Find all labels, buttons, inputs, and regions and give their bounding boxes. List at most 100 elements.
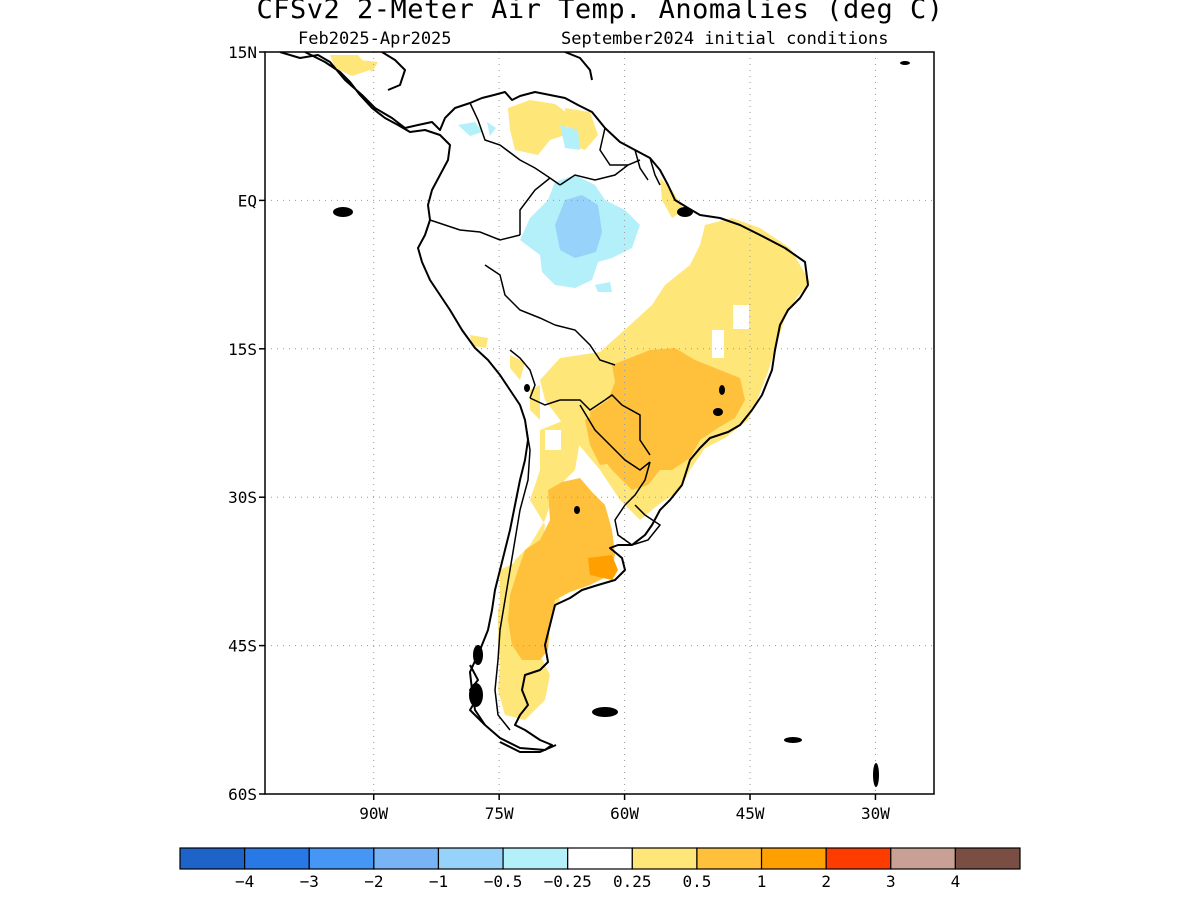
border-bolivia-paraguay — [560, 399, 606, 411]
initial-conditions: September2024 initial conditions — [561, 29, 889, 49]
fill-buenos-aires-hot — [588, 555, 618, 580]
chart-title: CFSv2 2-Meter Air Temp. Anomalies (deg C… — [256, 0, 944, 25]
colorbar-swatch-4 — [437, 847, 504, 870]
anomaly-band-neg-0-25-0-5 — [458, 122, 640, 292]
border-paraguay-argentina — [579, 404, 651, 471]
anomaly-band-neg-0-5-1 — [555, 195, 602, 258]
coastline-tierra-del-fuego — [499, 741, 557, 753]
border-guyana — [599, 127, 628, 166]
colorbar: −4 −3 −2 −1 −0.5 −0.25 0.25 0.5 1 2 3 4 — [179, 847, 1021, 891]
border-paraguay-brazil — [604, 394, 651, 456]
colorbar-swatch-10 — [825, 847, 892, 870]
colorbar-label: 3 — [886, 872, 896, 891]
colorbar-swatch-9 — [760, 847, 827, 870]
lon-tick-label: 45W — [736, 804, 765, 823]
neutral-holes — [545, 305, 749, 494]
fill-colombia-cool — [458, 122, 482, 136]
lon-tick-label: 90W — [359, 804, 388, 823]
coastline-caribbean-1 — [381, 52, 406, 91]
colorbar-label: 0.5 — [682, 872, 711, 891]
island-atlantic-n — [900, 61, 910, 65]
fill-se-brazil — [590, 348, 745, 490]
island-patagonia-archipelago — [469, 683, 483, 707]
colorbar-swatch-1 — [244, 847, 310, 870]
border-bolivia-argentina — [529, 397, 561, 406]
lat-tick-label: 15S — [228, 340, 257, 359]
border-colombia-ecuador-peru — [429, 219, 521, 241]
colorbar-swatch-7 — [631, 847, 698, 870]
colorbar-swatch-12 — [954, 847, 1021, 870]
lon-tick-label: 30W — [861, 804, 890, 823]
colorbar-label: −4 — [235, 872, 254, 891]
island-chiloe — [473, 645, 483, 665]
colorbar-swatch-11 — [890, 847, 956, 870]
border-chile-argentina — [494, 419, 531, 731]
border-bolivia-brazil — [554, 324, 616, 366]
colorbar-swatch-2 — [308, 847, 375, 870]
fill-venezuela-cool — [560, 125, 580, 150]
plot-frame — [264, 51, 935, 795]
anomaly-band-0-5-1 — [508, 348, 745, 660]
border-uruguay — [614, 504, 662, 546]
island-reservoir-2 — [713, 408, 723, 416]
lat-tick-label: 60S — [228, 785, 257, 804]
fill-pacific-peru — [470, 335, 488, 348]
colorbar-swatch-5 — [502, 847, 569, 870]
border-suriname — [634, 149, 649, 181]
lat-tick-label: 30S — [228, 488, 257, 507]
island-south-georgia — [784, 737, 802, 743]
colorbar-label: 0.25 — [613, 872, 652, 891]
country-borders — [429, 102, 662, 731]
border-argentina-brazil — [624, 461, 651, 506]
colorbar-swatch-0 — [179, 847, 246, 870]
fill-colombia-cool-2 — [487, 122, 496, 136]
border-colombia-venezuela — [469, 102, 561, 186]
lon-tick-label: 75W — [485, 804, 514, 823]
colorbar-swatch-6 — [567, 847, 633, 870]
island-marajo — [677, 207, 693, 217]
colorbar-label: 1 — [757, 872, 767, 891]
fill-mexico-south — [330, 55, 370, 76]
colorbar-label: −3 — [300, 872, 319, 891]
fill-central-argentina — [508, 478, 615, 660]
border-french-guiana — [649, 157, 661, 186]
coastlines — [279, 52, 809, 753]
colorbar-label: −0.5 — [484, 872, 523, 891]
fill-peru-south — [510, 355, 525, 380]
coastline-south-america — [279, 52, 809, 751]
island-falklands — [592, 707, 618, 717]
fill-bolivia — [530, 385, 540, 420]
colorbar-swatch-3 — [373, 847, 440, 870]
lat-tick-label: 45S — [228, 637, 257, 656]
lon-tick-label: 60W — [610, 804, 639, 823]
lat-tick-label: 15N — [228, 43, 257, 62]
island-mar-chiquita — [574, 506, 580, 514]
border-venezuela-brazil — [559, 159, 641, 186]
forecast-period: Feb2025-Apr2025 — [298, 29, 452, 49]
colorbar-label: 2 — [821, 872, 831, 891]
islands — [333, 61, 910, 787]
fill-mexico-east — [360, 60, 378, 72]
border-colombia-brazil — [519, 177, 551, 235]
border-peru-brazil — [484, 264, 556, 326]
graticule — [265, 52, 934, 794]
fill-paraguay — [585, 410, 630, 465]
fill-amazon-cool-core — [555, 195, 602, 258]
lat-tick-label: EQ — [238, 191, 257, 210]
island-lake-titicaca — [524, 384, 530, 392]
island-sandwich — [873, 763, 879, 787]
border-peru-bolivia — [509, 349, 536, 399]
anomaly-fill-layer — [330, 55, 810, 720]
anomaly-band-1-2 — [588, 555, 618, 580]
colorbar-label: −1 — [429, 872, 448, 891]
fill-manaus-cool — [595, 282, 612, 292]
fill-venezuela — [508, 100, 570, 155]
axes: 15N EQ 15S 30S 45S 60S 90W 75W 60W 45W 30W — [228, 43, 890, 823]
colorbar-label: 4 — [951, 872, 961, 891]
coastline-caribbean-2 — [564, 52, 593, 81]
colorbar-swatch-8 — [696, 847, 763, 870]
fill-guiana — [660, 178, 684, 218]
island-galapagos — [333, 207, 353, 217]
colorbar-label: −0.25 — [544, 872, 592, 891]
